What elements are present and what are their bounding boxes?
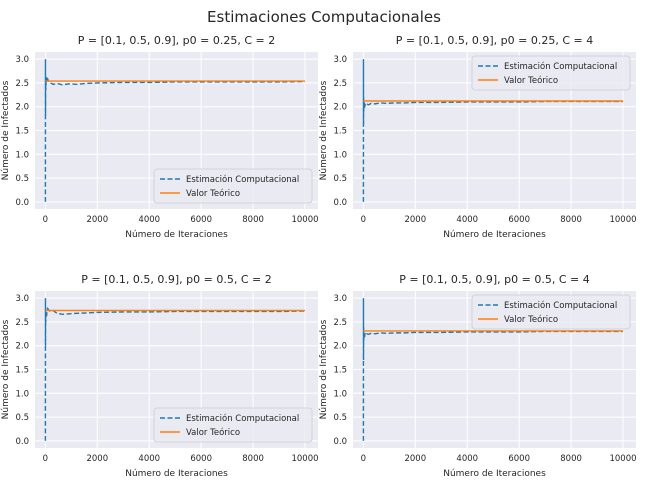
x-tick-label: 4000 <box>138 215 160 225</box>
legend-box <box>471 55 631 91</box>
y-tick-label: 2.5 <box>15 79 29 89</box>
y-tick-label: 2.5 <box>333 79 347 89</box>
y-tick-label: 0.0 <box>15 198 29 208</box>
series-line-estimacion <box>362 59 624 202</box>
legend: Estimación Computacional Valor Teórico <box>153 168 313 204</box>
y-tick-label: 2.5 <box>15 318 29 328</box>
y-tick-label: 0.5 <box>333 413 347 423</box>
y-axis-label: Número de Infectados <box>1 80 11 180</box>
y-tick-label: 0.5 <box>333 174 347 184</box>
y-tick-label: 1.0 <box>15 389 29 399</box>
y-tick-label: 1.5 <box>333 127 347 137</box>
y-tick-label: 1.5 <box>15 127 29 137</box>
legend-label: Estimación Computacional <box>186 174 299 185</box>
x-tick-label: 2000 <box>404 215 426 225</box>
x-tick-label: 0 <box>43 215 48 225</box>
x-axis-label: Número de Iteraciones <box>125 230 228 240</box>
subplot-title: P = [0.1, 0.5, 0.9], p0 = 0.25, C = 4 <box>396 34 593 47</box>
legend-label: Estimación Computacional <box>504 300 617 311</box>
y-axis-label: Número de Infectados <box>1 319 11 419</box>
legend-label: Valor Teórico <box>186 427 240 438</box>
subplot-title: P = [0.1, 0.5, 0.9], p0 = 0.5, C = 2 <box>81 273 271 286</box>
x-tick-label: 6000 <box>508 454 530 464</box>
x-tick-label: 8000 <box>242 454 264 464</box>
y-tick-label: 2.0 <box>333 342 347 352</box>
y-tick-label: 1.5 <box>333 366 347 376</box>
x-tick-label: 10000 <box>291 215 318 225</box>
x-axis-label: Número de Iteraciones <box>443 469 546 479</box>
x-tick-label: 10000 <box>291 454 318 464</box>
legend: Estimación Computacional Valor Teórico <box>153 407 313 443</box>
legend: Estimación Computacional Valor Teórico <box>471 294 631 330</box>
y-tick-label: 2.0 <box>15 342 29 352</box>
x-tick-label: 6000 <box>190 215 212 225</box>
y-tick-label: 0.5 <box>15 413 29 423</box>
series-line-estimacion <box>362 298 624 441</box>
subplot-2: 0 2000 4000 6000 8000 10000 0.0 0.5 1.0 1.5 2.0 2.5… <box>319 34 637 240</box>
figure-suptitle: Estimaciones Computacionales <box>207 8 441 26</box>
x-tick-label: 2000 <box>86 215 108 225</box>
y-tick-label: 0.0 <box>333 437 347 447</box>
legend-label: Estimación Computacional <box>504 61 617 72</box>
series-line-estimacion <box>44 59 306 202</box>
y-tick-label: 1.0 <box>333 150 347 160</box>
x-tick-label: 0 <box>361 215 366 225</box>
y-tick-label: 3.0 <box>15 55 29 65</box>
x-tick-label: 4000 <box>456 215 478 225</box>
subplot-4: 0 2000 4000 6000 8000 10000 0.0 0.5 1.0 1.5 2.0 2.5… <box>319 273 637 479</box>
y-tick-label: 0.5 <box>15 174 29 184</box>
y-tick-label: 0.0 <box>333 198 347 208</box>
legend-label: Valor Teórico <box>186 188 240 199</box>
y-axis-label: Número de Infectados <box>319 80 329 180</box>
y-tick-label: 1.5 <box>15 366 29 376</box>
x-tick-label: 6000 <box>190 454 212 464</box>
x-tick-label: 2000 <box>404 454 426 464</box>
legend-box <box>153 168 313 204</box>
x-axis-label: Número de Iteraciones <box>125 469 228 479</box>
legend: Estimación Computacional Valor Teórico <box>471 55 631 91</box>
legend-label: Estimación Computacional <box>186 413 299 424</box>
legend-label: Valor Teórico <box>504 314 558 325</box>
x-tick-label: 4000 <box>138 454 160 464</box>
x-tick-label: 8000 <box>242 215 264 225</box>
y-tick-label: 1.0 <box>15 150 29 160</box>
subplot-title: P = [0.1, 0.5, 0.9], p0 = 0.5, C = 4 <box>399 273 589 286</box>
x-tick-label: 10000 <box>609 215 636 225</box>
y-tick-label: 2.0 <box>15 103 29 113</box>
legend-box <box>471 294 631 330</box>
y-tick-label: 0.0 <box>15 437 29 447</box>
x-tick-label: 8000 <box>560 454 582 464</box>
x-axis-label: Número de Iteraciones <box>443 230 546 240</box>
y-tick-label: 2.0 <box>333 103 347 113</box>
x-tick-label: 10000 <box>609 454 636 464</box>
x-tick-label: 0 <box>361 454 366 464</box>
series-line-estimacion <box>44 298 306 441</box>
x-tick-label: 2000 <box>86 454 108 464</box>
legend-box <box>153 407 313 443</box>
x-tick-label: 8000 <box>560 215 582 225</box>
subplot-3: 0 2000 4000 6000 8000 10000 0.0 0.5 1.0 1.5 2.0 2.5… <box>1 273 319 479</box>
x-tick-label: 6000 <box>508 215 530 225</box>
x-tick-label: 4000 <box>456 454 478 464</box>
y-tick-label: 3.0 <box>333 294 347 304</box>
subplots-grid: 0 2000 4000 6000 8000 10000 0.0 0.5 1.0 1.5 2.0 2.5… <box>1 34 637 479</box>
subplot-title: P = [0.1, 0.5, 0.9], p0 = 0.25, C = 2 <box>78 34 275 47</box>
y-tick-label: 1.0 <box>333 389 347 399</box>
y-tick-label: 3.0 <box>15 294 29 304</box>
y-tick-label: 2.5 <box>333 318 347 328</box>
y-tick-label: 3.0 <box>333 55 347 65</box>
subplot-1: 0 2000 4000 6000 8000 10000 0.0 0.5 1.0 1.5 2.0 2.5… <box>1 34 319 240</box>
legend-label: Valor Teórico <box>504 75 558 86</box>
y-axis-label: Número de Infectados <box>319 319 329 419</box>
x-tick-label: 0 <box>43 454 48 464</box>
